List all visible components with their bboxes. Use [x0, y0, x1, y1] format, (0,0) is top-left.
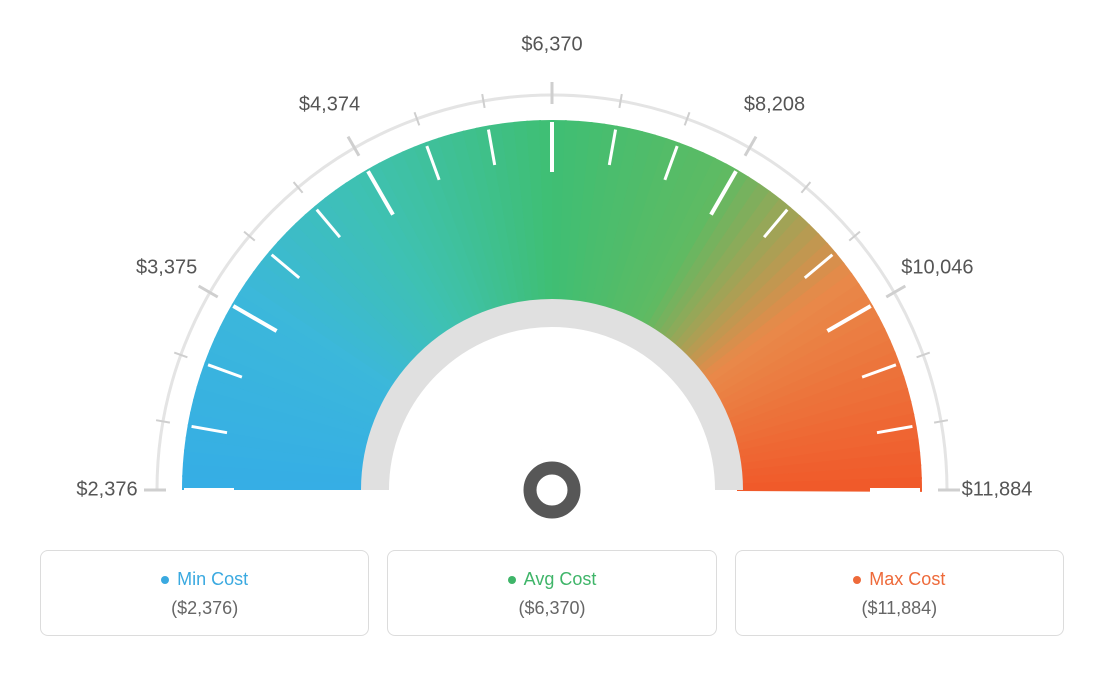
- gauge-chart: $2,376 $3,375 $4,374 $6,370 $8,208 $10,046 $11…: [40, 20, 1064, 540]
- legend-label-avg: Avg Cost: [524, 569, 597, 590]
- legend-value-max: ($11,884): [746, 598, 1053, 619]
- gauge-tick-label: $8,208: [744, 93, 805, 116]
- legend-title-max: Max Cost: [853, 569, 945, 590]
- legend-card-avg: Avg Cost ($6,370): [387, 550, 716, 636]
- legend-value-min: ($2,376): [51, 598, 358, 619]
- legend-dot-min: [161, 576, 169, 584]
- gauge-tick-label: $2,376: [76, 479, 137, 502]
- legend-title-avg: Avg Cost: [508, 569, 597, 590]
- legend-card-min: Min Cost ($2,376): [40, 550, 369, 636]
- legend-title-min: Min Cost: [161, 569, 248, 590]
- gauge-tick-label: $4,374: [299, 93, 360, 116]
- legend-label-min: Min Cost: [177, 569, 248, 590]
- gauge-tick-label: $6,370: [521, 34, 582, 57]
- gauge-tick-label: $10,046: [901, 256, 973, 279]
- legend-dot-max: [853, 576, 861, 584]
- legend-row: Min Cost ($2,376) Avg Cost ($6,370) Max …: [40, 550, 1064, 636]
- legend-label-max: Max Cost: [869, 569, 945, 590]
- gauge-tick-label: $3,375: [136, 256, 197, 279]
- gauge-tick-label: $11,884: [962, 479, 1033, 502]
- legend-card-max: Max Cost ($11,884): [735, 550, 1064, 636]
- gauge-svg: [40, 20, 1064, 540]
- legend-value-avg: ($6,370): [398, 598, 705, 619]
- legend-dot-avg: [508, 576, 516, 584]
